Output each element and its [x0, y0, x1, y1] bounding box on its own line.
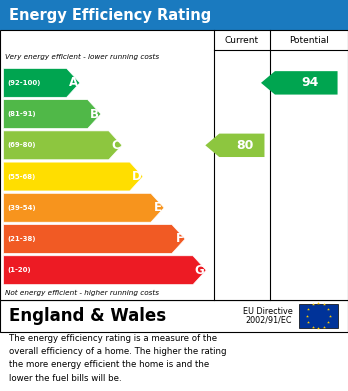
Bar — [299, 303, 338, 328]
Text: (55-68): (55-68) — [8, 174, 36, 179]
Text: (92-100): (92-100) — [8, 80, 41, 86]
Text: Current: Current — [225, 36, 259, 45]
Polygon shape — [3, 224, 185, 253]
Bar — [0, 0, 348, 30]
Polygon shape — [3, 256, 206, 285]
Text: EU Directive: EU Directive — [243, 307, 292, 316]
Text: B: B — [90, 108, 99, 120]
Text: Very energy efficient - lower running costs: Very energy efficient - lower running co… — [5, 54, 159, 60]
Text: (21-38): (21-38) — [8, 236, 36, 242]
Text: England & Wales: England & Wales — [9, 307, 166, 325]
Polygon shape — [3, 131, 122, 160]
Text: C: C — [111, 139, 120, 152]
Text: (81-91): (81-91) — [8, 111, 36, 117]
Text: Not energy efficient - higher running costs: Not energy efficient - higher running co… — [5, 289, 159, 296]
Polygon shape — [3, 193, 164, 222]
Polygon shape — [3, 100, 101, 129]
Polygon shape — [261, 71, 338, 95]
Text: A: A — [69, 76, 78, 90]
Polygon shape — [3, 68, 80, 97]
Polygon shape — [205, 134, 264, 157]
Text: 94: 94 — [301, 76, 318, 90]
Bar — [0, 30, 348, 300]
Text: (39-54): (39-54) — [8, 205, 36, 211]
Text: Potential: Potential — [289, 36, 329, 45]
Text: G: G — [195, 264, 205, 277]
Text: The energy efficiency rating is a measure of the
overall efficiency of a home. T: The energy efficiency rating is a measur… — [9, 334, 226, 383]
Bar — [0, 300, 348, 332]
Text: 2002/91/EC: 2002/91/EC — [246, 316, 292, 325]
Text: E: E — [155, 201, 162, 214]
Polygon shape — [3, 162, 143, 191]
Text: 80: 80 — [237, 139, 254, 152]
Text: Energy Efficiency Rating: Energy Efficiency Rating — [9, 7, 211, 23]
Text: F: F — [175, 233, 183, 246]
Text: (1-20): (1-20) — [8, 267, 31, 273]
Text: D: D — [132, 170, 141, 183]
Text: (69-80): (69-80) — [8, 142, 36, 148]
